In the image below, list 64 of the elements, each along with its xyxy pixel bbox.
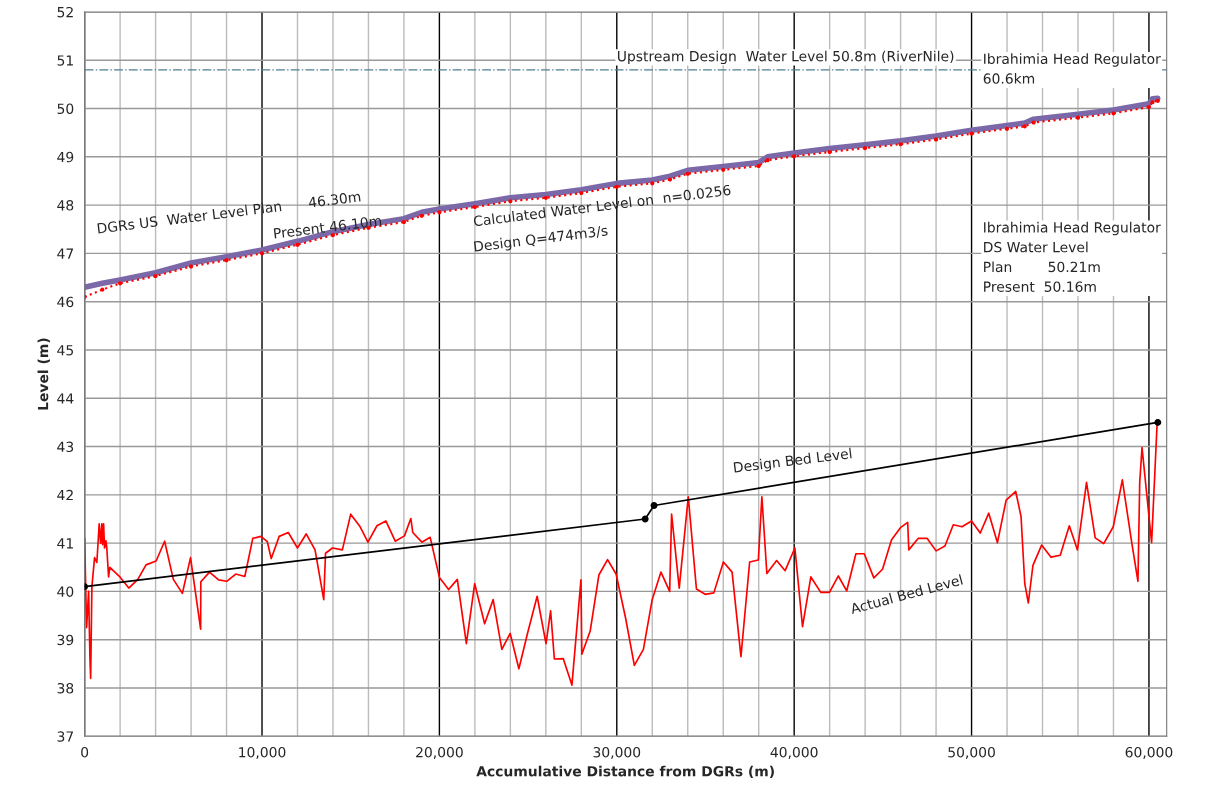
annotation: Actual Bed Level <box>849 574 963 615</box>
x-tick-label: 30,000 <box>593 746 641 759</box>
annotation: Ibrahimia Head Regulator 60.6km <box>983 53 1161 84</box>
y-tick-label: 44 <box>57 393 74 404</box>
point <box>1154 418 1162 426</box>
point <box>579 190 584 196</box>
point <box>1155 98 1160 103</box>
point <box>1004 126 1010 131</box>
point <box>685 171 690 176</box>
point <box>419 213 424 218</box>
annotation: Ibrahimia Head Regulator DS Water Level Plan 50.21m Present 50.16m <box>984 221 1161 292</box>
point <box>437 210 442 215</box>
y-tick-label: 38 <box>57 682 74 694</box>
point <box>401 219 407 225</box>
y-tick-label: 48 <box>57 200 74 211</box>
point <box>118 281 123 286</box>
point <box>1022 124 1027 129</box>
x-tick-label: 10,000 <box>239 746 286 759</box>
point <box>827 149 832 155</box>
point <box>188 264 194 269</box>
point <box>641 515 649 523</box>
y-tick-label: 40 <box>57 586 74 597</box>
point <box>792 154 797 159</box>
x-tick-label: 50,000 <box>948 746 995 759</box>
point <box>1075 115 1081 120</box>
point <box>1146 104 1152 110</box>
y-tick-label: 46 <box>57 296 74 308</box>
annotation: Present 46.10m <box>273 215 382 239</box>
point <box>756 163 761 169</box>
point <box>259 251 265 256</box>
y-tick-label: 42 <box>57 489 73 501</box>
y-tick-label: 50 <box>57 103 74 114</box>
y-tick-label: 45 <box>57 345 73 356</box>
annotation: Calculated Water Level on n=0.0256 <box>473 184 731 227</box>
point <box>721 167 726 172</box>
point <box>1150 100 1155 105</box>
y-tick-label: 51 <box>57 55 73 66</box>
y-tick-label: 41 <box>57 538 73 549</box>
y-tick-label: 43 <box>57 441 74 453</box>
y-tick-label: 49 <box>57 151 74 163</box>
point <box>650 502 658 509</box>
annotation: Design Bed Level <box>733 447 853 476</box>
y-tick-label: 37 <box>57 731 74 742</box>
point <box>650 181 655 186</box>
y-tick-label: 52 <box>57 6 73 18</box>
y-tick-label: 39 <box>57 634 74 646</box>
point <box>765 158 770 163</box>
x-tick-label: 0 <box>81 746 89 758</box>
point <box>330 232 336 238</box>
point <box>863 146 868 151</box>
x-tick-label: 20,000 <box>416 746 463 759</box>
x-tick-label: 40,000 <box>770 746 818 759</box>
x-tick-label: 60,000 <box>1125 746 1173 759</box>
point <box>614 184 619 189</box>
y-tick-label: 47 <box>57 248 74 259</box>
x-axis-title: Accumulative Distance from DGRs (m) <box>476 765 774 779</box>
point <box>224 258 229 263</box>
point <box>543 195 548 200</box>
ref-line-label: Upstream Design Water Level 50.8m (RiverNile) <box>617 50 954 65</box>
point <box>153 274 158 279</box>
y-axis-title: Level (m) <box>37 338 50 410</box>
point <box>898 142 903 147</box>
point <box>934 137 939 142</box>
point <box>508 199 513 204</box>
